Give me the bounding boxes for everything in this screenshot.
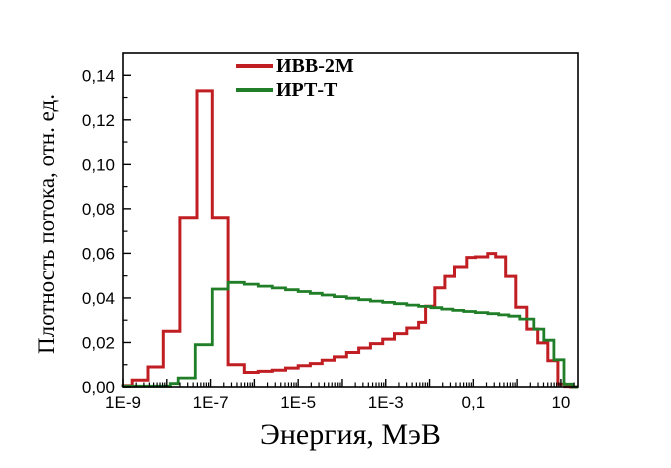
plot-frame (122, 52, 579, 388)
y-axis-title: Плотность потока, отн. ед. (34, 94, 59, 354)
x-axis-title: Энергия, МэВ (260, 418, 441, 451)
legend-label-irt-t: ИРТ-Т (276, 79, 338, 101)
x-tick-label: 1E-3 (368, 393, 404, 412)
y-tick-label: 0,08 (82, 200, 115, 219)
y-tick-label: 0,02 (82, 333, 115, 352)
y-tick-label: 0,10 (82, 155, 115, 174)
series-irt-t-line (121, 280, 578, 389)
x-tick-label: 1E-5 (280, 393, 316, 412)
y-tick-label: 0,04 (82, 289, 115, 308)
x-tick-label: 0,1 (462, 393, 486, 412)
legend: ИВВ-2М ИРТ-Т (236, 54, 354, 102)
y-tick-label: 0,14 (82, 66, 115, 85)
series-ivv-2m-line (121, 89, 578, 389)
legend-swatch-0 (236, 64, 273, 68)
y-tick-label: 0,00 (82, 378, 115, 397)
x-tick-label: 1E-9 (105, 393, 141, 412)
legend-item-irt-t: ИРТ-Т (236, 78, 354, 102)
legend-swatch-1 (236, 88, 273, 92)
legend-item-ivv-2m: ИВВ-2М (236, 54, 354, 78)
x-tick-label: 1E-7 (193, 393, 229, 412)
legend-label-ivv-2m: ИВВ-2М (276, 55, 354, 77)
y-tick-label: 0,12 (82, 111, 115, 130)
y-tick-label: 0,06 (82, 244, 115, 263)
x-tick-label: 10 (551, 393, 570, 412)
